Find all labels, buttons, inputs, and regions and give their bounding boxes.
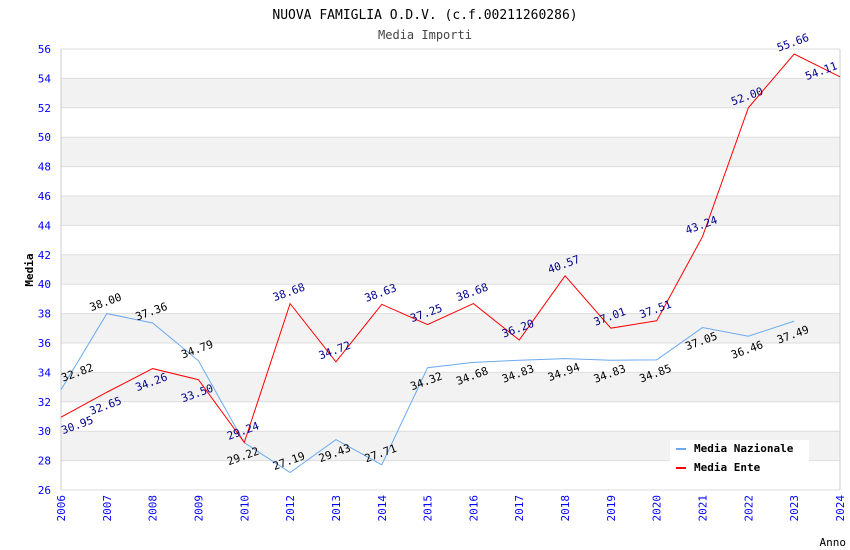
- legend-swatch-nazionale: [676, 448, 686, 450]
- y-axis-label: Media: [23, 253, 36, 286]
- grid-band: [61, 254, 840, 285]
- y-tick-label: 44: [38, 219, 52, 232]
- legend: Media Nazionale Media Ente: [670, 440, 809, 478]
- legend-swatch-ente: [676, 467, 686, 469]
- x-axis-label: Anno: [820, 536, 847, 549]
- x-tick-label: 2010: [238, 495, 251, 522]
- x-tick-label: 2015: [422, 495, 435, 522]
- y-tick-label: 30: [38, 425, 51, 438]
- grid-band: [61, 196, 840, 226]
- y-tick-label: 40: [38, 278, 51, 291]
- x-tick-label: 2014: [376, 495, 389, 522]
- chart-subtitle: Media Importi: [378, 28, 472, 42]
- y-tick-label: 32: [38, 396, 51, 409]
- y-tick-label: 52: [38, 102, 51, 115]
- y-tick-label: 38: [38, 308, 51, 321]
- x-tick-label: 2020: [651, 495, 664, 522]
- data-label: 55.66: [775, 31, 811, 55]
- x-tick-label: 2006: [55, 495, 68, 522]
- grid-band: [61, 137, 840, 167]
- y-tick-label: 50: [38, 131, 51, 144]
- x-tick-label: 2007: [101, 495, 114, 522]
- x-tick-label: 2019: [605, 495, 618, 522]
- x-tick-label: 2022: [742, 495, 755, 522]
- x-tick-label: 2021: [697, 495, 710, 522]
- grid-band: [61, 372, 840, 402]
- data-label: 38.63: [363, 281, 399, 305]
- y-tick-label: 36: [38, 337, 51, 350]
- y-tick-label: 46: [38, 190, 51, 203]
- legend-label-nazionale: Media Nazionale: [694, 442, 794, 455]
- grid-band: [61, 78, 840, 108]
- x-tick-label: 2023: [788, 495, 801, 522]
- y-tick-label: 42: [38, 249, 51, 262]
- y-tick-label: 54: [38, 72, 52, 85]
- x-tick-label: 2018: [559, 495, 572, 522]
- legend-label-ente: Media Ente: [694, 461, 761, 474]
- y-tick-label: 34: [38, 366, 52, 379]
- x-tick-label: 2017: [513, 495, 526, 522]
- data-label: 38.00: [88, 291, 124, 315]
- series-line-ente: [60, 53, 841, 444]
- x-tick-label: 2024: [834, 495, 847, 522]
- x-tick-label: 2008: [147, 495, 160, 522]
- grid-band: [61, 313, 840, 343]
- chart-title: NUOVA FAMIGLIA O.D.V. (c.f.00211260286): [272, 8, 577, 23]
- y-tick-label: 26: [38, 484, 51, 497]
- x-tick-label: 2013: [330, 495, 343, 522]
- x-tick-label: 2009: [192, 495, 205, 522]
- series-line-nazionale: [60, 313, 795, 474]
- x-tick-label: 2012: [284, 495, 297, 522]
- y-tick-label: 56: [38, 43, 51, 56]
- y-tick-label: 48: [38, 161, 51, 174]
- x-tick-label: 2016: [467, 495, 480, 522]
- y-tick-label: 28: [38, 455, 51, 468]
